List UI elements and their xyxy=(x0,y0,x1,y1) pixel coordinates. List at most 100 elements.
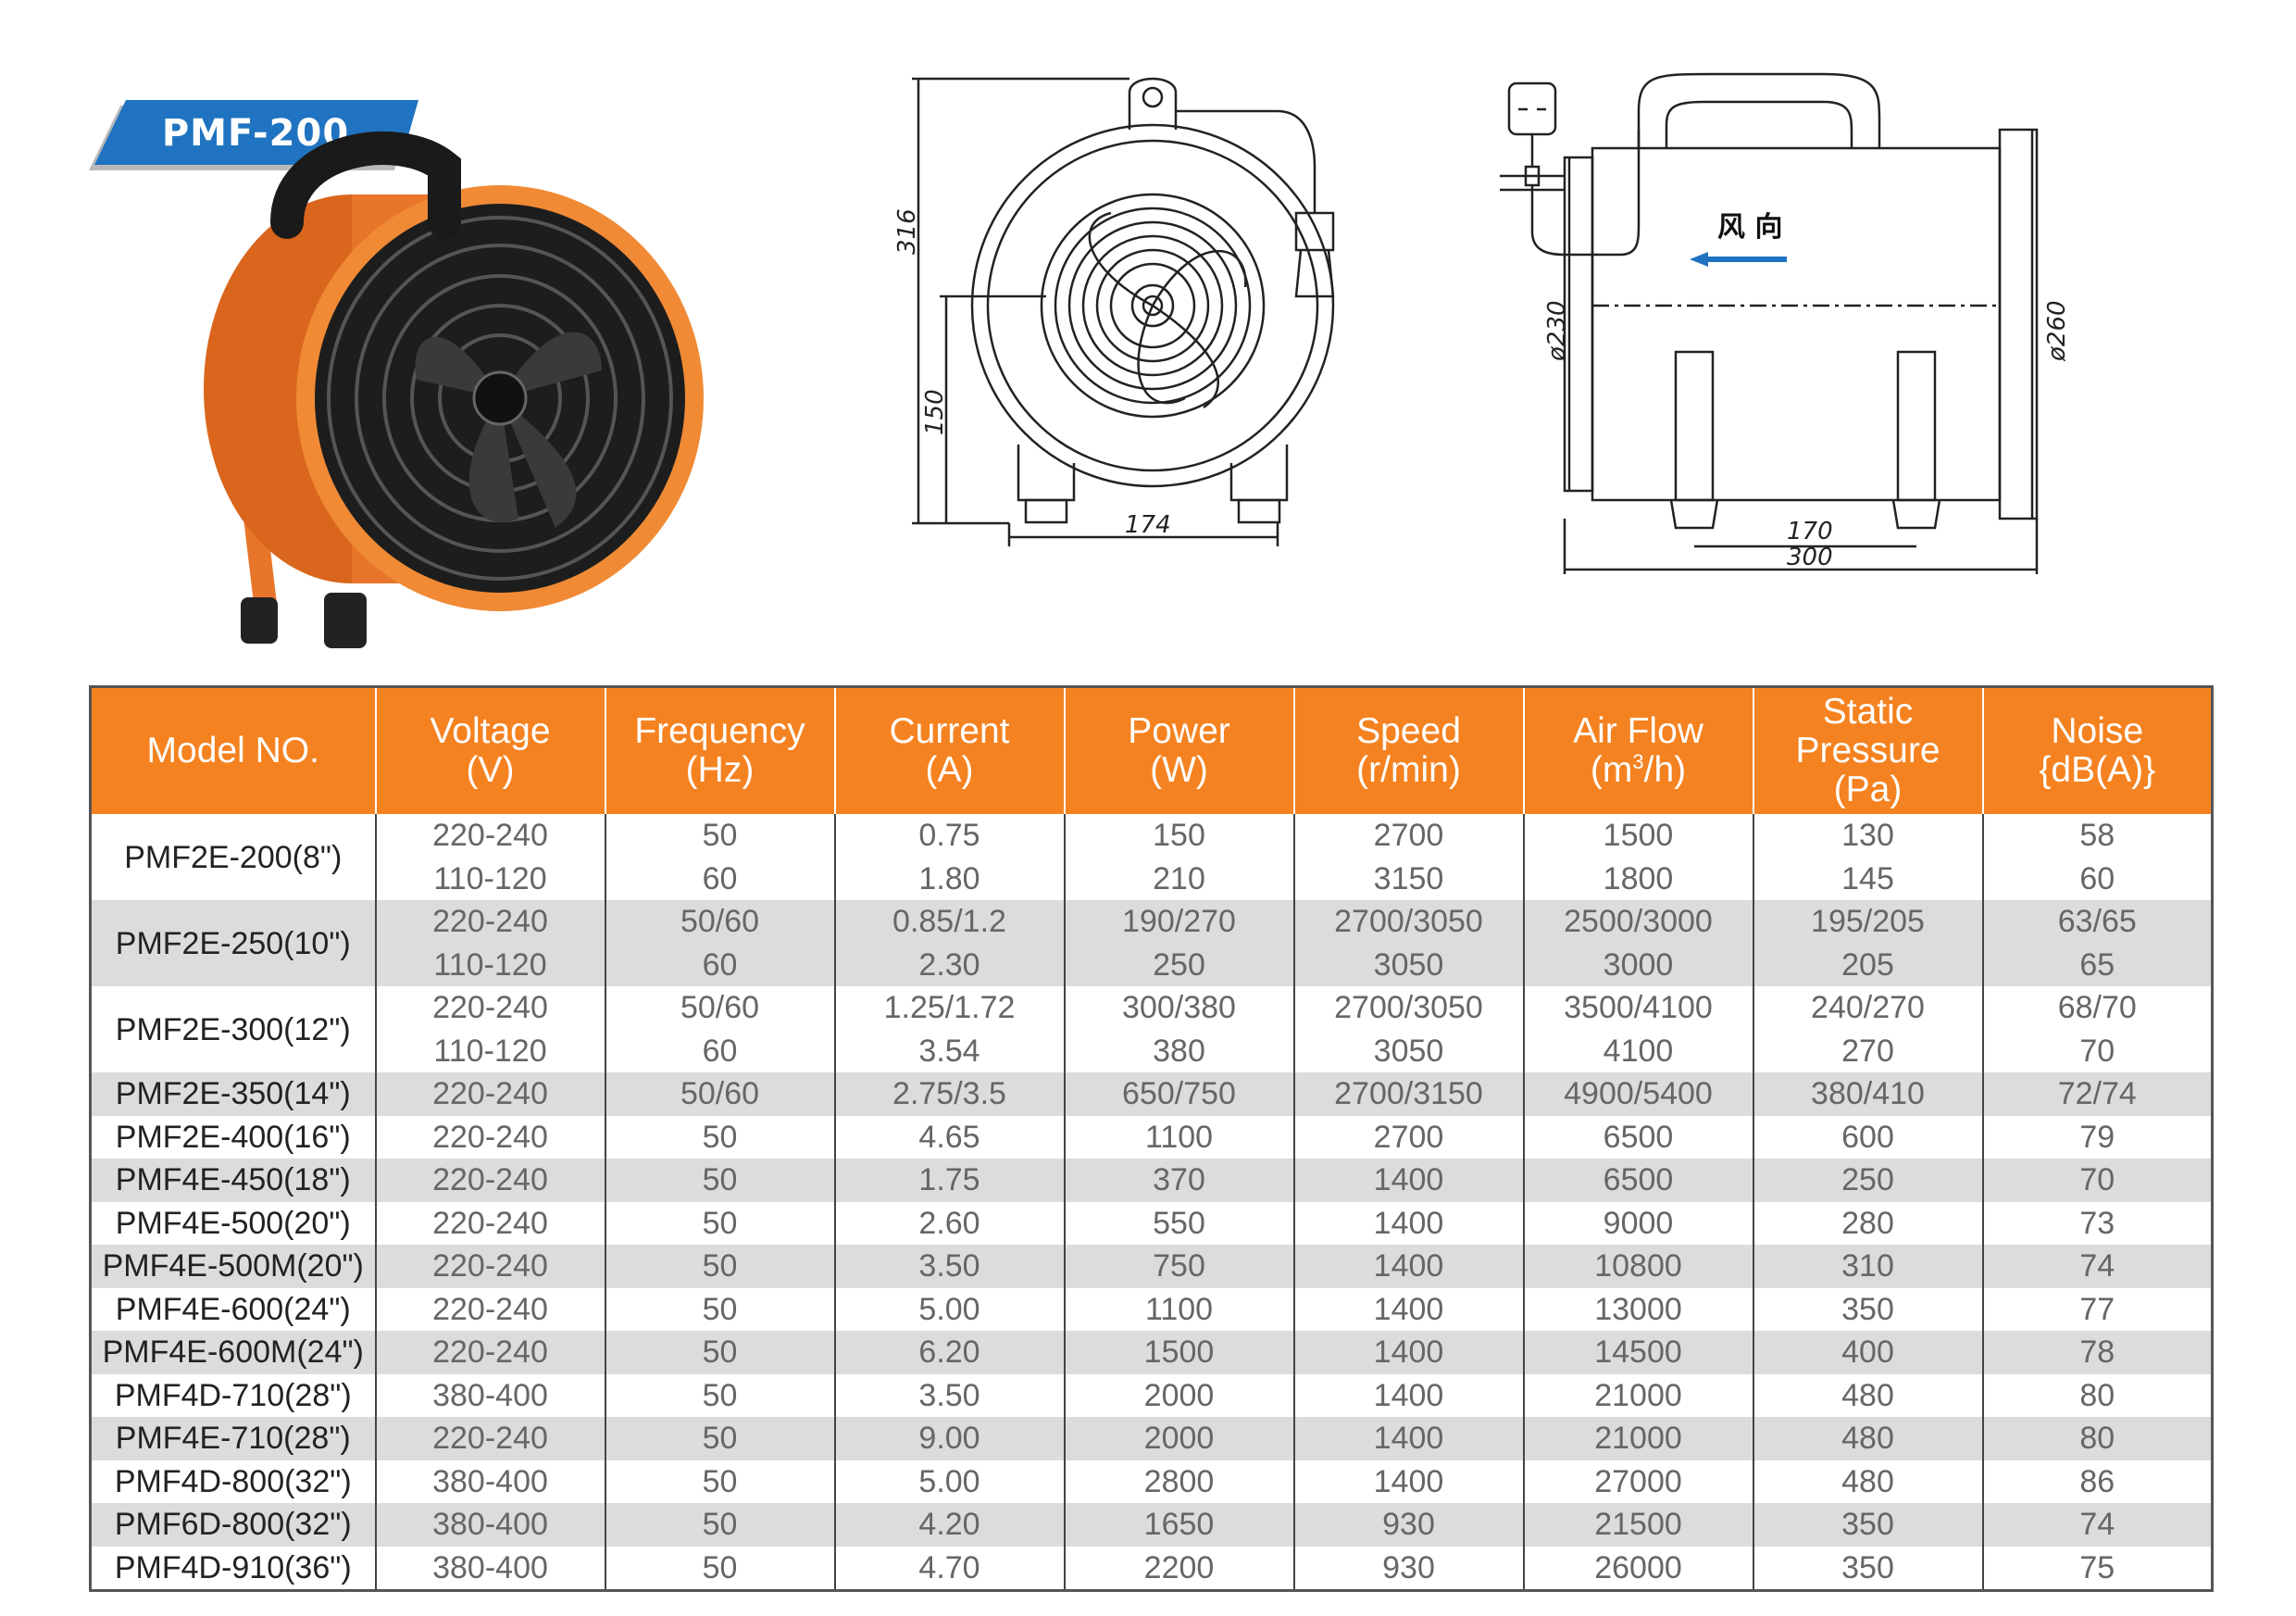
table-cell: 1400 xyxy=(1292,1417,1524,1460)
column-header: Noise {dB(A)} xyxy=(1981,686,2213,814)
inlet-diameter-dimension: ø230 xyxy=(1543,300,1571,362)
table-cell: 550 xyxy=(1063,1201,1294,1245)
table-cell: 480 xyxy=(1752,1417,1983,1460)
table-cell: 150 xyxy=(1063,814,1294,858)
model-cell: PMF2E-250(10") xyxy=(90,900,376,986)
table-cell: 280 xyxy=(1752,1201,1983,1245)
table-cell: 1.25/1.72 xyxy=(833,986,1065,1030)
table-row: 110-120 60 1.80 210 3150 1800 145 60 xyxy=(91,857,2213,900)
table-cell: 58 xyxy=(1981,814,2213,858)
table-cell: 1400 xyxy=(1292,1245,1524,1288)
table-cell: 50/60 xyxy=(604,900,835,944)
table-cell: 78 xyxy=(1981,1331,2213,1374)
table-cell: 3.50 xyxy=(833,1245,1065,1288)
column-header: Voltage (V) xyxy=(374,686,605,814)
table-cell: 480 xyxy=(1752,1459,1983,1503)
table-cell: 80 xyxy=(1981,1373,2213,1417)
table-cell: 60 xyxy=(604,857,835,900)
table-cell: 220-240 xyxy=(374,1072,605,1116)
table-cell: 380-400 xyxy=(374,1459,605,1503)
table-cell: 50 xyxy=(604,1245,835,1288)
table-cell: 79 xyxy=(1981,1115,2213,1159)
column-header-line3: (Pa) xyxy=(1833,770,1903,809)
table-cell: 1400 xyxy=(1292,1459,1524,1503)
table-cell: 930 xyxy=(1292,1503,1524,1547)
table-cell: 2.30 xyxy=(833,943,1065,986)
table-cell: 2.60 xyxy=(833,1201,1065,1245)
column-header: Speed (r/min) xyxy=(1292,686,1524,814)
table-cell: 4.65 xyxy=(833,1115,1065,1159)
column-header: Current (A) xyxy=(833,686,1065,814)
table-cell: 2200 xyxy=(1063,1546,1294,1591)
table-cell: 110-120 xyxy=(374,857,605,900)
product-photo xyxy=(167,93,741,667)
table-row: PMF4E-500M(20") 220-240 50 3.50 750 1400 10800… xyxy=(90,1245,2213,1288)
column-header-line1: Current xyxy=(889,711,1010,751)
table-cell: 0.85/1.2 xyxy=(833,900,1065,944)
spec-table: Model NO. Voltage (V) Frequency (Hz) Current(… xyxy=(89,685,2214,1592)
table-cell: 2800 xyxy=(1063,1459,1294,1503)
outlet-diameter-dimension: ø260 xyxy=(2043,300,2071,362)
table-header-row: Model NO. Voltage (V) Frequency (Hz) Current(… xyxy=(90,686,2213,814)
column-header-line2: (V) xyxy=(466,750,515,790)
front-height-dimension: 316 xyxy=(893,208,921,255)
column-header-line2: Pressure xyxy=(1795,731,1940,770)
model-cell: PMF4D-800(32") xyxy=(114,1463,352,1499)
table-cell: 50 xyxy=(604,1417,835,1460)
model-cell: PMF4E-710(28") xyxy=(90,1417,376,1460)
column-header: Air Flow (m3/h) xyxy=(1522,686,1753,814)
table-cell: 2500/3000 xyxy=(1522,900,1753,944)
table-cell: 74 xyxy=(1981,1245,2213,1288)
table-cell: 26000 xyxy=(1522,1546,1753,1591)
table-cell: 190/270 xyxy=(1063,900,1294,944)
table-cell: 21000 xyxy=(1522,1417,1753,1460)
table-cell: 6500 xyxy=(1522,1115,1753,1159)
table-cell: 3.50 xyxy=(833,1373,1065,1417)
table-cell: 50 xyxy=(604,1201,835,1245)
table-cell: 270 xyxy=(1752,1029,1983,1072)
table-cell: 350 xyxy=(1752,1546,1983,1591)
table-cell: 3050 xyxy=(1292,943,1524,986)
table-cell: 250 xyxy=(1063,943,1294,986)
model-cell: PMF4E-600M(24") xyxy=(90,1331,376,1374)
table-cell: 50 xyxy=(604,1546,835,1591)
column-header-superscript: 3 xyxy=(1632,750,1644,773)
table-row: PMF6D-800(32") 380-400 50 4.20 1650 930 21500 3… xyxy=(90,1503,2213,1547)
table-cell: 6.20 xyxy=(833,1331,1065,1374)
table-cell: 220-240 xyxy=(374,1331,605,1374)
table-cell: 220-240 xyxy=(374,900,605,944)
table-cell: 650/750 xyxy=(1063,1072,1294,1116)
table-cell: 50 xyxy=(604,1459,835,1503)
table-cell: 380 xyxy=(1063,1029,1294,1072)
table-row: PMF4E-450(18") 220-240 50 1.75 370 1400 6500 25… xyxy=(90,1159,2213,1202)
model-cell: PMF2E-300(12") xyxy=(115,1011,351,1047)
table-cell: 400 xyxy=(1752,1331,1983,1374)
model-cell: PMF4E-600(24") xyxy=(115,1291,351,1327)
model-cell: PMF4E-450(18") xyxy=(90,1159,376,1202)
table-cell: 21000 xyxy=(1522,1373,1753,1417)
table-cell: 50 xyxy=(604,1373,835,1417)
table-cell: 9000 xyxy=(1522,1201,1753,1245)
table-cell: 220-240 xyxy=(374,986,605,1030)
table-cell: 5.00 xyxy=(833,1459,1065,1503)
table-cell: 380-400 xyxy=(374,1503,605,1547)
length-dimension: 300 xyxy=(1787,544,1833,571)
table-cell: 2700/3050 xyxy=(1292,986,1524,1030)
table-cell: 350 xyxy=(1752,1503,1983,1547)
table-cell: 1650 xyxy=(1063,1503,1294,1547)
table-row: PMF4D-910(36") 380-400 50 4.70 2200 930 26000 3… xyxy=(91,1546,2213,1591)
table-cell: 210 xyxy=(1063,857,1294,900)
table-cell: 3000 xyxy=(1522,943,1753,986)
table-cell: 380/410 xyxy=(1752,1072,1983,1116)
table-cell: 380-400 xyxy=(374,1373,605,1417)
column-header-line1: Frequency xyxy=(634,711,805,751)
table-cell: 110-120 xyxy=(374,943,605,986)
table-cell: 50 xyxy=(604,1503,835,1547)
table-cell: 14500 xyxy=(1522,1331,1753,1374)
table-row: PMF4E-500(20") 220-240 50 2.60 550 1400 9000 28… xyxy=(91,1201,2213,1245)
table-cell: 4100 xyxy=(1522,1029,1753,1072)
table-cell: 220-240 xyxy=(374,1245,605,1288)
table-row: 110-120 60 3.54 380 3050 4100 270 70 xyxy=(91,1029,2213,1072)
front-view-drawing: 316 150 174 xyxy=(889,56,1463,574)
table-cell: 63/65 xyxy=(1981,900,2213,944)
